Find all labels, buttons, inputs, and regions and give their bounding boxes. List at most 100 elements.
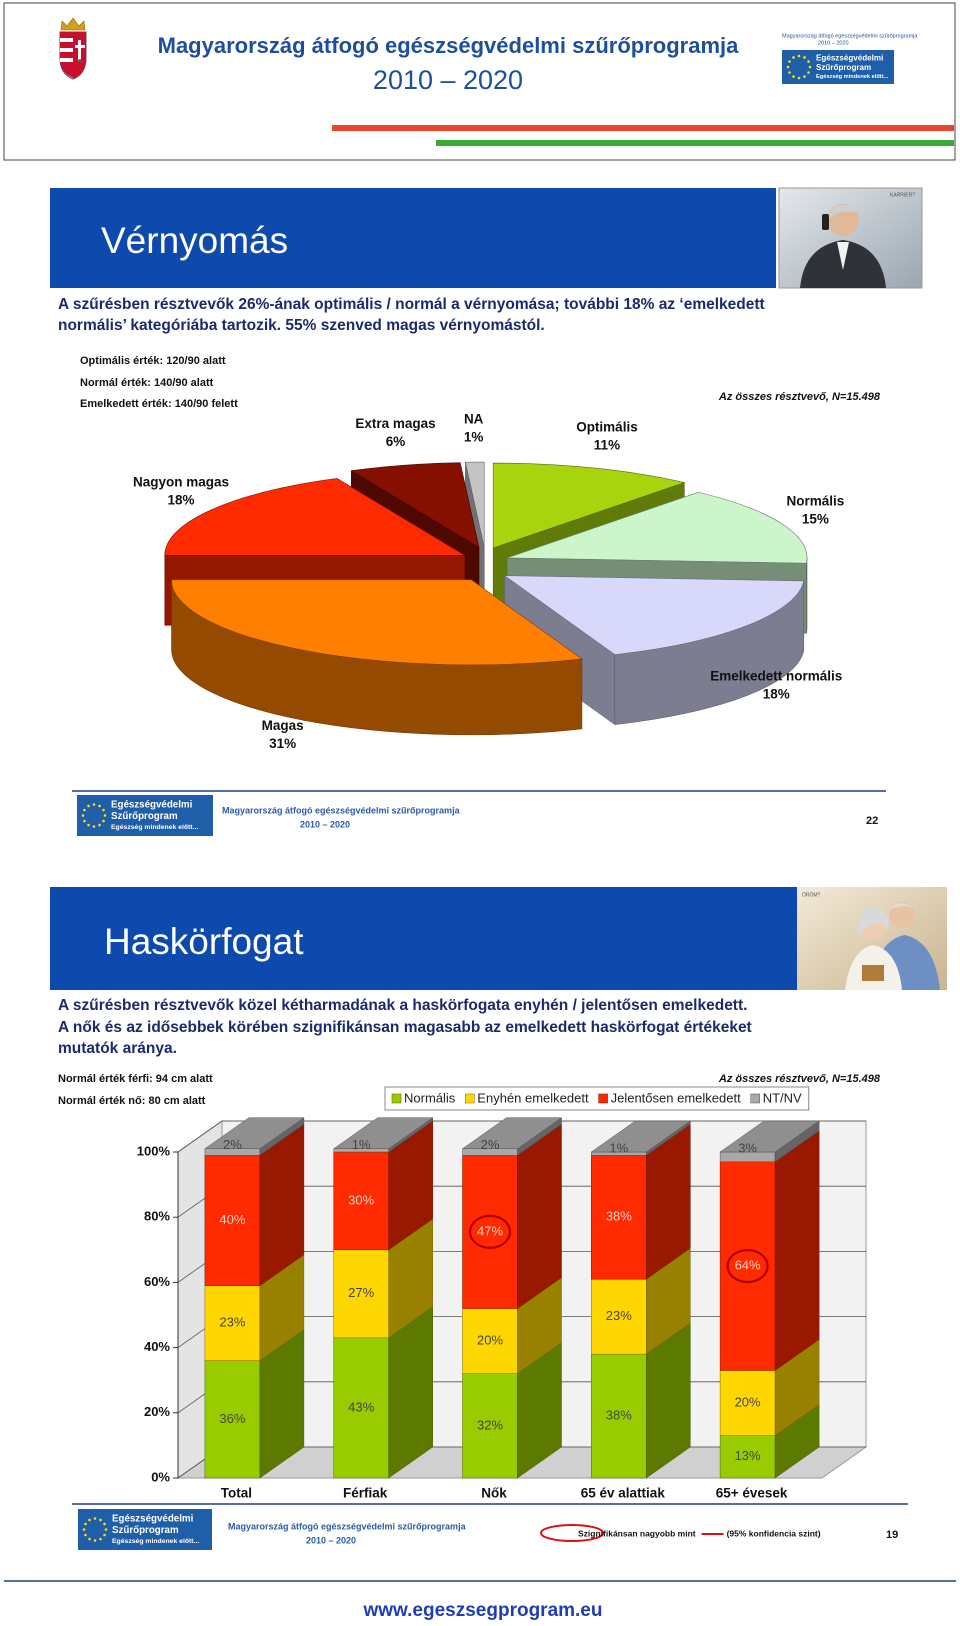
pie-slice xyxy=(503,575,805,655)
logo-text: Egészségvédelmi xyxy=(112,1513,194,1524)
bar-segment-side xyxy=(774,1130,820,1371)
pie-slice-side xyxy=(806,557,808,634)
logo-star xyxy=(82,1528,86,1531)
slide-text: A szűrésben résztvevők közel kétharmadán… xyxy=(58,997,747,1014)
logo-star xyxy=(98,823,101,827)
bar-top xyxy=(590,1120,692,1153)
pie-value-label: 18% xyxy=(763,687,790,702)
slide-text: normális’ kategóriába tartozik. 55% szen… xyxy=(58,317,545,334)
x-tick-label: 65 év alattiak xyxy=(581,1486,666,1501)
logo-text: Egészségvédelmi xyxy=(111,799,193,810)
logo-star xyxy=(788,71,791,74)
value-label: 64% xyxy=(735,1258,761,1273)
value-label: 27% xyxy=(348,1285,374,1300)
legend-swatch xyxy=(465,1093,475,1104)
value-label: 30% xyxy=(348,1192,374,1207)
pie-value-label: 11% xyxy=(594,438,620,453)
logo-star xyxy=(99,1537,102,1541)
pie-label: Normális xyxy=(787,494,845,509)
note: Normál érték: 140/90 alatt xyxy=(80,377,214,389)
logo-star xyxy=(99,1518,102,1522)
logo-star xyxy=(93,1517,97,1520)
slide-title: Haskörfogat xyxy=(104,921,304,962)
pie-label: Emelkedett normális xyxy=(710,669,842,684)
page-number: 22 xyxy=(866,815,878,827)
legend-label: Normális xyxy=(404,1090,456,1105)
value-label: 20% xyxy=(477,1333,503,1348)
footer-program: Magyarország átfogó egészségvédelmi szűr… xyxy=(228,1521,467,1531)
x-tick-label: Férfiak xyxy=(343,1486,388,1501)
bar-top xyxy=(719,1120,820,1153)
pie-slice xyxy=(492,462,686,549)
logo-star xyxy=(87,804,90,808)
sample-size: Az összes résztvevő, N=15.498 xyxy=(718,391,881,403)
logo-box xyxy=(77,795,213,836)
logo-star xyxy=(84,1533,87,1537)
pie-label: Optimális xyxy=(576,420,638,435)
title-band xyxy=(50,887,797,990)
logo-star xyxy=(807,60,810,63)
bar-segment xyxy=(719,1161,776,1371)
logo-star xyxy=(103,1522,106,1526)
bar-segment xyxy=(462,1308,518,1374)
logo-star xyxy=(88,1537,91,1541)
logo-text: Egészség mindenek előtt... xyxy=(112,1538,199,1545)
logo-star xyxy=(93,1539,97,1542)
photo: ÖRÖM? xyxy=(797,887,947,990)
photo-caption: KARRIER? xyxy=(890,192,915,198)
logo-star xyxy=(83,808,86,812)
bar-segment xyxy=(204,1360,261,1479)
pie-chart: Optimális 11% Normális 15% Emelkedett normál… xyxy=(133,412,844,751)
pie-value-label: 31% xyxy=(269,736,296,751)
slide-text: mutatók aránya. xyxy=(58,1040,177,1057)
logo-star xyxy=(788,60,791,63)
y-tick-label: 0% xyxy=(151,1469,170,1484)
logo-star xyxy=(808,65,812,69)
logo-star xyxy=(102,819,105,823)
value-label: 1% xyxy=(352,1137,371,1152)
eu-logo-years: 2010 – 2020 xyxy=(818,40,849,46)
red-stripe xyxy=(332,125,954,131)
value-label: 32% xyxy=(477,1417,503,1432)
pie-label: Magas xyxy=(262,718,304,733)
pie-slice xyxy=(350,462,480,549)
bar-segment xyxy=(204,1285,261,1361)
logo-star xyxy=(81,814,85,817)
logo-text: Szűrőprogram xyxy=(111,811,178,822)
slide-text: A nők és az idősebbek körében szignifiká… xyxy=(58,1019,752,1036)
logo-text: Egészség mindenek előtt... xyxy=(816,74,889,80)
logo-star xyxy=(792,56,795,59)
value-label: 2% xyxy=(481,1137,500,1152)
note: Normál érték nő: 80 cm alatt xyxy=(58,1095,206,1107)
logo-star xyxy=(83,819,86,823)
logo-star xyxy=(803,56,806,59)
y-tick-label: 20% xyxy=(144,1404,170,1419)
logo-star xyxy=(92,803,96,806)
pie-slice xyxy=(506,492,808,564)
pie-label: Extra magas xyxy=(355,416,435,431)
photo: KARRIER? xyxy=(778,187,923,289)
website: www.egeszsegprogram.eu xyxy=(363,1600,603,1621)
legend-swatch xyxy=(750,1093,760,1104)
y-tick-label: 60% xyxy=(144,1274,170,1289)
bar-segment xyxy=(591,1155,647,1280)
bar-segment xyxy=(591,1278,647,1355)
sample-size: Az összes résztvevő, N=15.498 xyxy=(718,1073,881,1085)
logo-star xyxy=(807,71,810,74)
logo-star xyxy=(803,75,806,78)
note: Optimális érték: 120/90 alatt xyxy=(80,355,226,367)
green-stripe xyxy=(436,140,954,146)
y-tick-label: 40% xyxy=(144,1339,170,1354)
logo-star xyxy=(103,814,107,817)
note: Normál érték férfi: 94 cm alatt xyxy=(58,1073,213,1085)
footer-years: 2010 – 2020 xyxy=(300,819,350,829)
pie-value-label: 18% xyxy=(168,493,195,508)
pie-slice xyxy=(164,478,466,556)
logo-star xyxy=(92,825,96,828)
x-tick-label: 65+ évesek xyxy=(716,1486,788,1501)
logo-star xyxy=(103,1533,106,1537)
logo-star xyxy=(797,76,801,80)
significance-circle xyxy=(468,1214,512,1249)
